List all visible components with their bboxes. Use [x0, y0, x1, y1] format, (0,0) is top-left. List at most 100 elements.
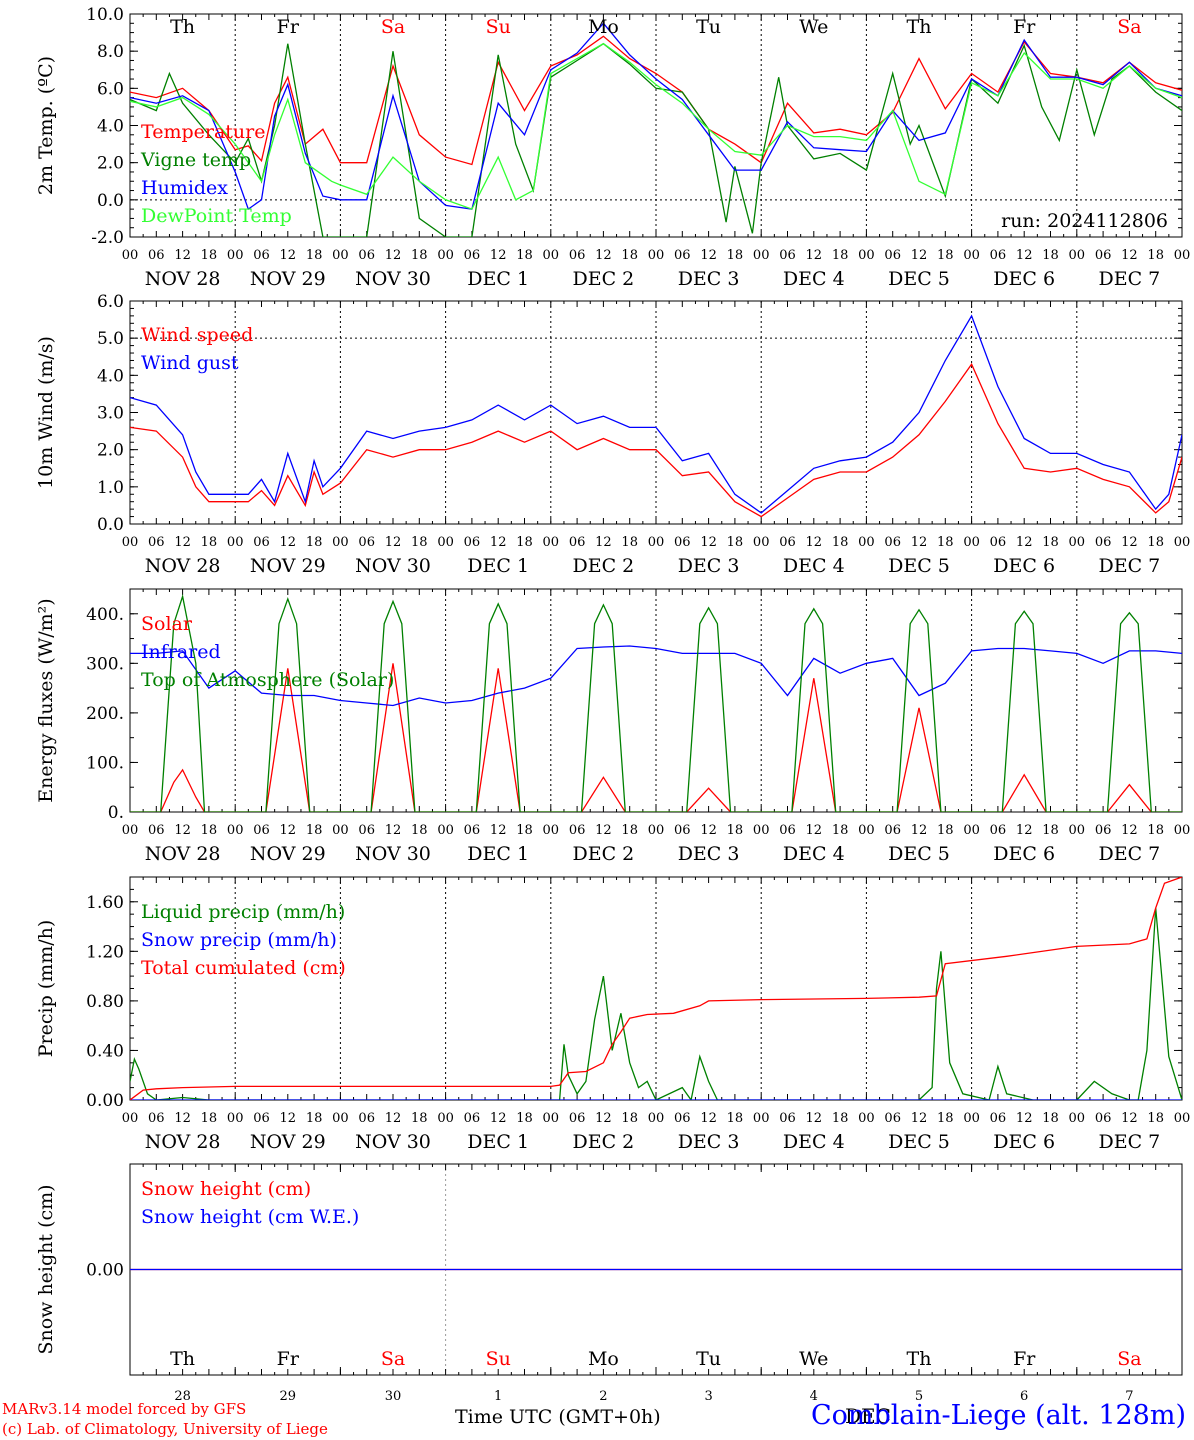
hour-label: 06: [148, 1111, 165, 1126]
date-label: DEC 5: [888, 1131, 950, 1153]
hour-label: 12: [700, 535, 717, 550]
hour-label: 18: [937, 823, 954, 838]
day-name: Th: [907, 1348, 932, 1370]
lab-credit: (c) Lab. of Climatology, University of L…: [2, 1420, 328, 1438]
y-tick-label: 5.0: [97, 329, 124, 349]
y-tick-label: 0.00: [86, 1261, 124, 1281]
hour-label: 00: [227, 248, 244, 263]
date-label: DEC 2: [573, 843, 635, 865]
day-number: 1: [494, 1389, 502, 1404]
hour-label: 00: [437, 248, 454, 263]
hour-label: 12: [911, 823, 928, 838]
hour-label: 18: [411, 248, 428, 263]
station-name: Comblain-Liege (alt. 128m): [810, 1400, 1186, 1431]
hour-label: 18: [411, 535, 428, 550]
date-label: DEC 4: [783, 555, 845, 577]
y-axis-label: Energy fluxes (W/m²): [35, 598, 57, 802]
hour-label: 00: [963, 248, 980, 263]
series-line-liquid-precip-mm-h: [130, 907, 1182, 1100]
date-label: NOV 30: [355, 1131, 431, 1153]
hour-label: 18: [727, 535, 744, 550]
hour-label: 18: [727, 823, 744, 838]
date-label: DEC 3: [678, 555, 740, 577]
y-tick-label: 3.0: [97, 404, 124, 424]
hour-label: 06: [990, 1111, 1007, 1126]
hour-label: 00: [1069, 535, 1086, 550]
date-label: DEC 1: [467, 555, 529, 577]
hour-label: 06: [253, 535, 270, 550]
hour-label: 12: [1121, 823, 1138, 838]
hour-label: 06: [674, 535, 691, 550]
model-credit: MARv3.14 model forced by GFS: [2, 1400, 247, 1418]
hour-label: 00: [963, 535, 980, 550]
date-label: NOV 28: [145, 268, 221, 290]
hour-label: 06: [464, 823, 481, 838]
day-name: Fr: [1013, 16, 1036, 38]
hour-label: 00: [963, 1111, 980, 1126]
day-number: 2: [599, 1389, 607, 1404]
hour-label: 18: [1042, 1111, 1059, 1126]
hour-label: 06: [464, 535, 481, 550]
hour-label: 00: [227, 1111, 244, 1126]
hour-label: 12: [385, 1111, 402, 1126]
hour-label: 18: [516, 1111, 533, 1126]
hour-label: 12: [700, 1111, 717, 1126]
hour-label: 06: [990, 823, 1007, 838]
series-line-temperature: [130, 35, 1182, 166]
hour-label: 12: [1016, 823, 1033, 838]
hour-label: 06: [253, 248, 270, 263]
run-label: run: 2024112806: [1001, 210, 1168, 232]
hour-label: 00: [1174, 535, 1191, 550]
hour-label: 06: [779, 823, 796, 838]
hour-label: 12: [385, 535, 402, 550]
hour-label: 12: [595, 1111, 612, 1126]
hour-label: 12: [385, 248, 402, 263]
hour-label: 06: [779, 1111, 796, 1126]
legend-entry: Snow height (cm W.E.): [141, 1206, 359, 1228]
hour-label: 12: [174, 248, 191, 263]
hour-label: 06: [148, 823, 165, 838]
y-axis-label: Snow height (cm): [35, 1184, 57, 1354]
hour-label: 18: [727, 248, 744, 263]
hour-label: 06: [884, 823, 901, 838]
day-name: Th: [907, 16, 932, 38]
day-name: Th: [170, 1348, 195, 1370]
date-label: NOV 29: [250, 843, 326, 865]
y-tick-label: 0.: [108, 803, 124, 823]
hour-label: 12: [806, 823, 823, 838]
hour-label: 00: [543, 823, 560, 838]
hour-label: 12: [1121, 535, 1138, 550]
day-number: 28: [174, 1389, 191, 1404]
panel-3: 0. 100. 200. 300. 400. Energy fluxes (W/m²) So…: [35, 588, 1190, 865]
series-line-infrared: [130, 645, 1182, 707]
date-label: DEC 1: [467, 1131, 529, 1153]
hour-label: 00: [648, 248, 665, 263]
date-label: DEC 4: [783, 843, 845, 865]
date-label: NOV 29: [250, 268, 326, 290]
y-tick-label: 300.: [86, 654, 124, 674]
day-name: Tu: [696, 16, 721, 38]
date-label: DEC 1: [467, 268, 529, 290]
hour-label: 06: [464, 248, 481, 263]
month-label: DEC: [845, 1404, 891, 1428]
hour-label: 18: [201, 248, 218, 263]
y-tick-label: 4.0: [97, 366, 124, 386]
day-name: Sa: [381, 1348, 405, 1370]
hour-label: 12: [174, 823, 191, 838]
hour-label: 06: [358, 1111, 375, 1126]
hour-label: 12: [595, 248, 612, 263]
hour-label: 00: [858, 1111, 875, 1126]
date-label: DEC 5: [888, 555, 950, 577]
series-line-top-of-atmosphere-solar: [130, 593, 1182, 812]
hour-label: 12: [911, 248, 928, 263]
hour-label: 12: [806, 248, 823, 263]
legend-entry: Wind speed: [141, 324, 253, 346]
day-name: Sa: [1117, 16, 1141, 38]
day-number: 6: [1020, 1389, 1028, 1404]
day-name: Tu: [696, 1348, 721, 1370]
hour-label: 06: [464, 1111, 481, 1126]
date-label: NOV 30: [355, 555, 431, 577]
hour-label: 12: [1016, 535, 1033, 550]
hour-label: 18: [516, 823, 533, 838]
hour-label: 00: [332, 1111, 349, 1126]
